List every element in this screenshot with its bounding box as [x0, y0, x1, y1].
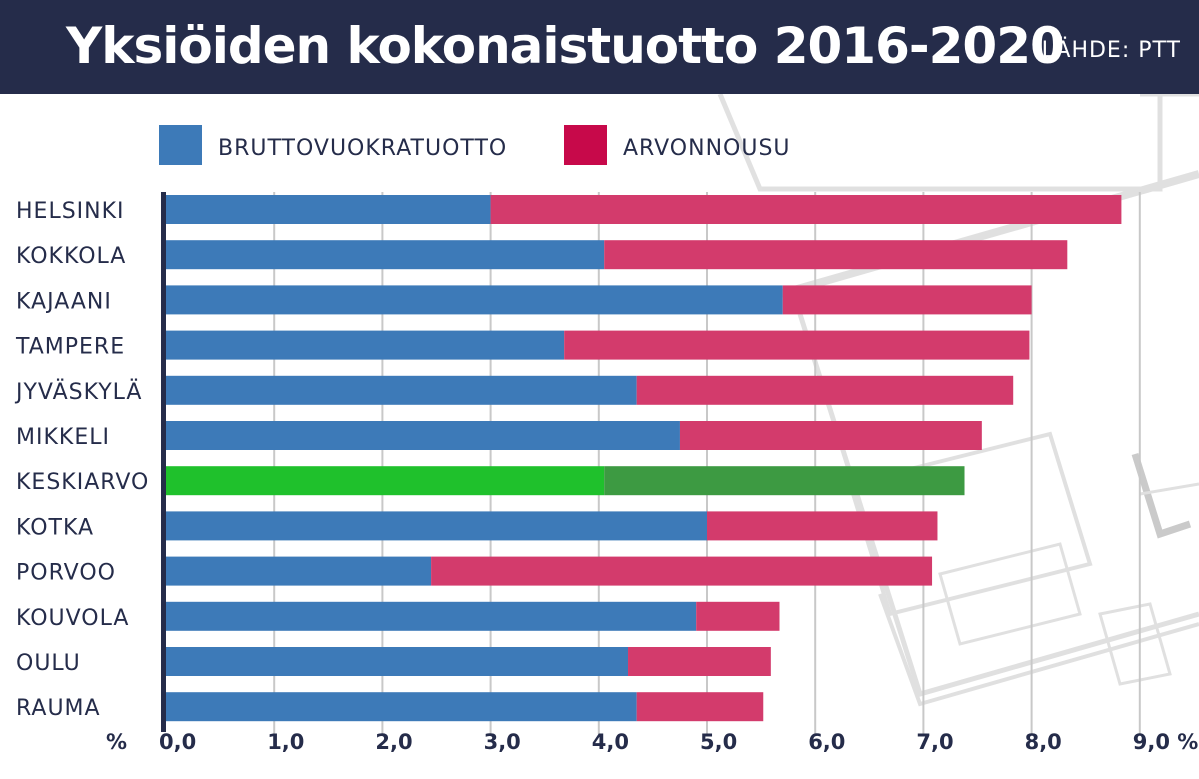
bar-gross-rent [166, 511, 707, 541]
bar-appreciation [490, 195, 1122, 224]
header-bar: Yksiöiden kokonaistuotto 2016-2020 LÄHDE… [0, 0, 1199, 94]
category-label: HELSINKI [16, 199, 125, 224]
category-label: OULU [16, 651, 81, 676]
legend-swatch-appreciation [564, 125, 607, 165]
x-tick-label: 4,0 [592, 730, 629, 754]
bar-appreciation [636, 375, 1014, 405]
bar-gross-rent [166, 330, 565, 360]
x-tick-label: 1,0 [267, 730, 304, 754]
x-tick-label: 6,0 [808, 730, 845, 754]
bar-gross-rent [166, 375, 637, 405]
category-label: KOTKA [16, 515, 94, 540]
bar-gross-rent [166, 556, 432, 586]
y-axis-line [161, 192, 166, 732]
category-labels: HELSINKI KOKKOLA KAJAANI TAMPERE JYVÄSKYLÄ MI… [14, 199, 149, 721]
bar-gross-rent [166, 692, 637, 722]
bar-appreciation [604, 466, 965, 496]
bar-gross-rent [166, 466, 605, 496]
legend-swatch-gross-rent [159, 125, 202, 165]
legend: BRUTTOVUOKRATUOTTO ARVONNOUSU [159, 125, 791, 165]
bars [166, 195, 1122, 722]
x-tick-label: 2,0 [375, 730, 412, 754]
x-axis-unit-label: % [106, 730, 127, 754]
bar-appreciation [564, 330, 1030, 360]
bar-gross-rent [166, 601, 697, 631]
x-tick-label: 5,0 [700, 730, 737, 754]
bar-appreciation [679, 421, 982, 450]
bar-appreciation [431, 556, 933, 586]
bar-appreciation [782, 285, 1032, 315]
category-label: KAJAANI [16, 289, 112, 314]
x-tick-label: 9,0 % [1133, 730, 1199, 754]
x-tick-label: 0,0 [159, 730, 196, 754]
bar-appreciation [628, 647, 771, 676]
bar-appreciation [604, 240, 1068, 270]
category-label: KOKKOLA [16, 244, 126, 269]
category-label: KOUVOLA [16, 606, 129, 631]
bar-gross-rent [166, 647, 629, 676]
category-label: JYVÄSKYLÄ [14, 379, 142, 405]
chart-title: Yksiöiden kokonaistuotto 2016-2020 [66, 17, 1065, 75]
x-tick-label: 8,0 [1025, 730, 1062, 754]
bar-gross-rent [166, 285, 783, 315]
category-label: MIKKELI [16, 425, 110, 450]
category-label: RAUMA [16, 696, 101, 721]
category-label: TAMPERE [15, 335, 125, 360]
source-label: LÄHDE: PTT [1041, 38, 1181, 63]
x-tick-label: 7,0 [916, 730, 953, 754]
category-label: KESKIARVO [16, 470, 149, 495]
bar-gross-rent [166, 195, 491, 224]
bar-appreciation [707, 511, 938, 541]
bar-appreciation [636, 692, 764, 722]
category-label: PORVOO [16, 561, 116, 586]
stacked-bar-chart: BRUTTOVUOKRATUOTTO ARVONNOUSU HELSINKI KO… [14, 94, 1199, 754]
x-gridlines [273, 192, 1141, 734]
legend-label-appreciation: ARVONNOUSU [623, 136, 791, 161]
bar-gross-rent [166, 240, 605, 270]
bar-gross-rent [166, 421, 680, 450]
legend-label-gross-rent: BRUTTOVUOKRATUOTTO [218, 136, 507, 161]
x-tick-label: 3,0 [484, 730, 521, 754]
bar-appreciation [696, 601, 780, 631]
x-tick-labels: 0,0 1,0 2,0 3,0 4,0 5,0 6,0 7,0 8,0 9,0 %% [106, 730, 1198, 754]
